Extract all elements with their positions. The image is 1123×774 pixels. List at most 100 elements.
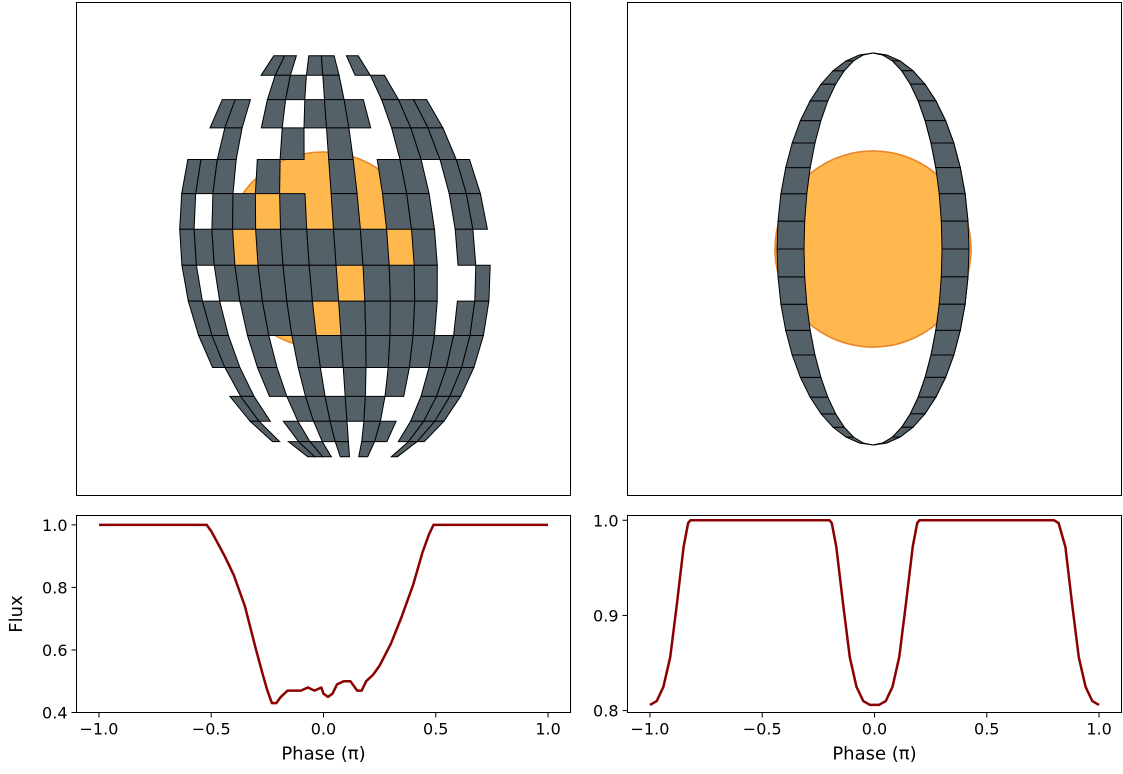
surface-tile [282,420,311,443]
ring-tile [777,276,808,305]
surface-tile [343,99,372,129]
plot-frame [627,515,1122,713]
ring-tile [845,54,865,62]
ring-tile [776,248,806,278]
surface-tile [211,193,234,230]
surface-tile [389,441,419,458]
ring-tile [819,70,846,85]
surface-tile [322,74,345,101]
ring-tile [799,376,829,398]
surface-tile [216,127,243,160]
surface-tile [410,228,438,266]
surface-tile [303,99,328,129]
surface-tile [315,335,344,368]
x-tick-label: −1.0 [631,720,670,739]
surface-tile [181,264,203,302]
surface-tile [193,228,215,266]
ring-tile [881,436,901,444]
ring-tile [924,120,955,144]
tr-content [774,52,972,446]
surface-tile [297,367,326,397]
y-tick-label: 0.9 [593,606,618,625]
surface-tile [239,395,272,422]
surface-tile [306,228,337,266]
surface-tile [334,441,351,458]
surface-tile [362,264,391,302]
ring-tile [935,167,966,195]
ring-tile [809,83,837,102]
plot-frame [76,515,571,713]
ring-tile [780,303,811,331]
surface-tile [305,55,324,76]
surface-tile [332,228,364,266]
surface-tile [369,74,400,101]
ring-tile [799,100,829,122]
surface-tile [388,264,416,302]
ring-tile [935,303,966,331]
light-curve-right: −1.0 −0.5 0.0 0.5 1.0 0.8 0.9 1.0 Phase (π) [593,511,1122,765]
surface-tile [345,55,372,76]
x-axis-label: Phase (π) [281,744,365,765]
ring-tile [785,142,816,169]
ring-tile [819,413,846,428]
surface-tile [179,193,197,230]
surface-tile [256,367,288,397]
ring-tile [785,329,816,356]
ring-tile [845,436,865,444]
surface-tile [286,300,317,336]
surface-tile [224,367,255,397]
y-tick-label: 1.0 [42,516,67,535]
star-disc-front [774,150,972,348]
y-axis-label: Flux [6,595,27,633]
y-tick-label: 0.8 [42,578,67,597]
ring-tile [900,70,927,85]
surface-tile [325,127,354,160]
y-tick-label: 0.8 [593,702,618,721]
surface-tile [257,264,288,302]
surface-tile [260,99,287,129]
ring-tile [891,426,915,438]
x-tick-label: −0.5 [192,720,231,739]
surface-tile [338,300,367,336]
ring-tile [831,426,855,438]
surface-tile [389,300,416,336]
surface-tile [406,193,436,230]
surface-tile [330,193,361,230]
x-tick-label: 0.0 [311,720,336,739]
ring-tile [859,52,874,56]
surface-tile [365,335,391,368]
light-curve-left: −1.0 −0.5 0.0 0.5 1.0 0.4 0.6 0.8 1.0 Phase (π) Fl… [6,515,571,765]
ring-tile [938,276,969,305]
ring-tile [900,413,927,428]
y-tick-label: 0.6 [42,641,67,660]
ring-tile [791,354,822,378]
surface-tile [364,300,391,336]
surface-tile [179,228,197,266]
surface-tile [384,367,411,397]
tl-panel-frame [76,2,571,496]
x-tick-label: 0.5 [423,720,448,739]
surface-tile [465,193,489,230]
ring-tile [872,442,887,446]
surface-tile [232,193,257,230]
surface-tile [279,127,305,160]
ring-tile [891,60,915,72]
ring-tile [917,376,947,398]
surface-tile [291,335,321,368]
surface-tile [412,300,438,336]
surface-tile [363,395,386,422]
surface-tile [308,264,340,302]
ring-tile [776,220,806,250]
surface-tile [279,228,310,266]
surface-tile [212,159,237,195]
surface-tile [387,335,414,368]
surface-tile [320,55,340,76]
surface-tile [248,420,281,443]
surface-tile [373,420,397,443]
ring-tile [917,100,947,122]
surface-tile [359,228,390,266]
surface-tile [358,441,376,458]
ring-tile [940,220,970,250]
surface-tile [211,228,236,266]
surface-tile [340,335,367,368]
